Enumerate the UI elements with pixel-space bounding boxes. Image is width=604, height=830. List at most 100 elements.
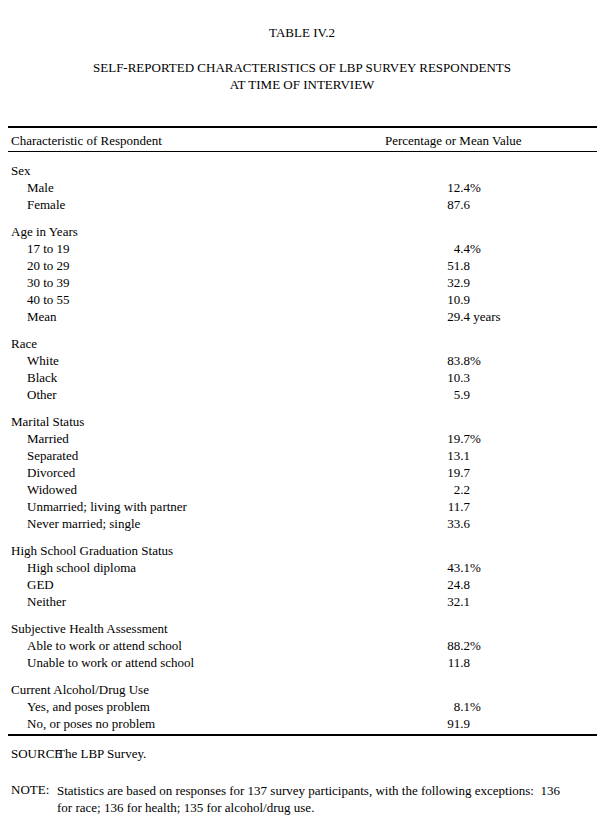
row-value: 88.2% — [420, 637, 481, 654]
row-value: 24.8 — [420, 576, 470, 593]
table-row: Yes, and poses problem 8.1% — [8, 698, 597, 715]
row-label: Female — [8, 196, 65, 213]
document-page: TABLE IV.2 SELF-REPORTED CHARACTERISTICS… — [0, 0, 604, 830]
row-label: GED — [8, 576, 54, 593]
row-label: Unmarried; living with partner — [8, 498, 187, 515]
row-value: 2.2 — [420, 481, 470, 498]
row-value: 5.9 — [420, 386, 470, 403]
table-section: Race White 83.8% Black 10.3 Other 5.9 — [8, 335, 597, 403]
row-label: Divorced — [8, 464, 75, 481]
row-value-number: 10.9 — [420, 291, 470, 308]
row-value-number: 51.8 — [420, 257, 470, 274]
row-label: Unable to work or attend school — [8, 654, 194, 671]
row-value-number: 29.4 — [420, 308, 470, 325]
page-title-line2: AT TIME OF INTERVIEW — [0, 76, 604, 93]
row-label: Neither — [8, 593, 66, 610]
section-title: Race — [8, 335, 597, 352]
note-text: Statistics are based on responses for 13… — [57, 782, 598, 816]
row-value: 10.3 — [420, 369, 470, 386]
table-row: Widowed 2.2 — [8, 481, 597, 498]
row-value-suffix: % — [470, 353, 481, 368]
row-label: Able to work or attend school — [8, 637, 182, 654]
row-value: 12.4% — [420, 179, 481, 196]
table-row: Never married; single 33.6 — [8, 515, 597, 532]
row-value: 13.1 — [420, 447, 470, 464]
row-value: 29.4 years — [420, 308, 501, 325]
row-value: 10.9 — [420, 291, 470, 308]
row-value-suffix: % — [470, 638, 481, 653]
row-value: 83.8% — [420, 352, 481, 369]
row-value: 33.6 — [420, 515, 470, 532]
table-section: Subjective Health Assessment Able to wor… — [8, 620, 597, 671]
row-value-number: 24.8 — [420, 576, 470, 593]
row-value-suffix: % — [470, 180, 481, 195]
table-section: Marital Status Married 19.7% Separated 1… — [8, 413, 597, 532]
section-title: Current Alcohol/Drug Use — [8, 681, 597, 698]
row-value-number: 19.7 — [420, 464, 470, 481]
row-label: 20 to 29 — [8, 257, 70, 274]
table-row: Married 19.7% — [8, 430, 597, 447]
row-label: Widowed — [8, 481, 77, 498]
row-value-number: 88.2 — [420, 637, 470, 654]
row-value-number: 33.6 — [420, 515, 470, 532]
row-label: Male — [8, 179, 54, 196]
row-value: 51.8 — [420, 257, 470, 274]
row-label: 40 to 55 — [8, 291, 70, 308]
row-value-number: 12.4 — [420, 179, 470, 196]
note-label: NOTE: — [11, 782, 57, 798]
row-label: Mean — [8, 308, 57, 325]
row-label: Yes, and poses problem — [8, 698, 150, 715]
row-value-number: 91.9 — [420, 715, 470, 732]
column-header-value: Percentage or Mean Value — [385, 133, 522, 149]
section-title: Subjective Health Assessment — [8, 620, 597, 637]
table-row: 20 to 29 51.8 — [8, 257, 597, 274]
table-row: 40 to 55 10.9 — [8, 291, 597, 308]
table-row: Separated 13.1 — [8, 447, 597, 464]
row-label: Never married; single — [8, 515, 140, 532]
row-value-number: 83.8 — [420, 352, 470, 369]
table-section: Age in Years 17 to 19 4.4% 20 to 29 51.8… — [8, 223, 597, 325]
source-row: SOURCEThe LBP Survey. — [11, 746, 146, 762]
table-row: Mean 29.4 years — [8, 308, 597, 325]
row-value-number: 32.1 — [420, 593, 470, 610]
section-title: Age in Years — [8, 223, 597, 240]
table-bottom-rule — [8, 734, 597, 736]
row-value: 87.6 — [420, 196, 470, 213]
row-value-number: 87.6 — [420, 196, 470, 213]
table-number: TABLE IV.2 — [0, 25, 604, 41]
table-section: Sex Male 12.4% Female 87.6 — [8, 162, 597, 213]
section-title: Sex — [8, 162, 597, 179]
row-value: 19.7% — [420, 430, 481, 447]
note-row: NOTE:Statistics are based on responses f… — [11, 782, 598, 816]
table-row: Female 87.6 — [8, 196, 597, 213]
row-value-number: 8.1 — [420, 698, 470, 715]
table-row: High school diploma 43.1% — [8, 559, 597, 576]
row-label: Black — [8, 369, 57, 386]
row-value: 32.1 — [420, 593, 470, 610]
row-label: High school diploma — [8, 559, 136, 576]
table-row: Able to work or attend school 88.2% — [8, 637, 597, 654]
table-row: GED 24.8 — [8, 576, 597, 593]
row-value: 43.1% — [420, 559, 481, 576]
table-header-rule — [8, 151, 597, 152]
table-row: Black 10.3 — [8, 369, 597, 386]
table-section: Current Alcohol/Drug Use Yes, and poses … — [8, 681, 597, 732]
column-header-characteristic: Characteristic of Respondent — [11, 133, 162, 149]
section-title: High School Graduation Status — [8, 542, 597, 559]
row-value-number: 43.1 — [420, 559, 470, 576]
row-label: Married — [8, 430, 69, 447]
row-value-number: 11.7 — [420, 498, 470, 515]
table-row: Neither 32.1 — [8, 593, 597, 610]
page-title-line1: SELF-REPORTED CHARACTERISTICS OF LBP SUR… — [0, 59, 604, 76]
row-value: 4.4% — [420, 240, 481, 257]
table-row: 30 to 39 32.9 — [8, 274, 597, 291]
table-row: No, or poses no problem 91.9 — [8, 715, 597, 732]
row-value-number: 32.9 — [420, 274, 470, 291]
row-value-suffix: % — [470, 241, 481, 256]
row-value-number: 13.1 — [420, 447, 470, 464]
row-value-number: 2.2 — [420, 481, 470, 498]
row-value: 19.7 — [420, 464, 470, 481]
row-value: 11.7 — [420, 498, 470, 515]
section-title: Marital Status — [8, 413, 597, 430]
table-section: High School Graduation Status High schoo… — [8, 542, 597, 610]
